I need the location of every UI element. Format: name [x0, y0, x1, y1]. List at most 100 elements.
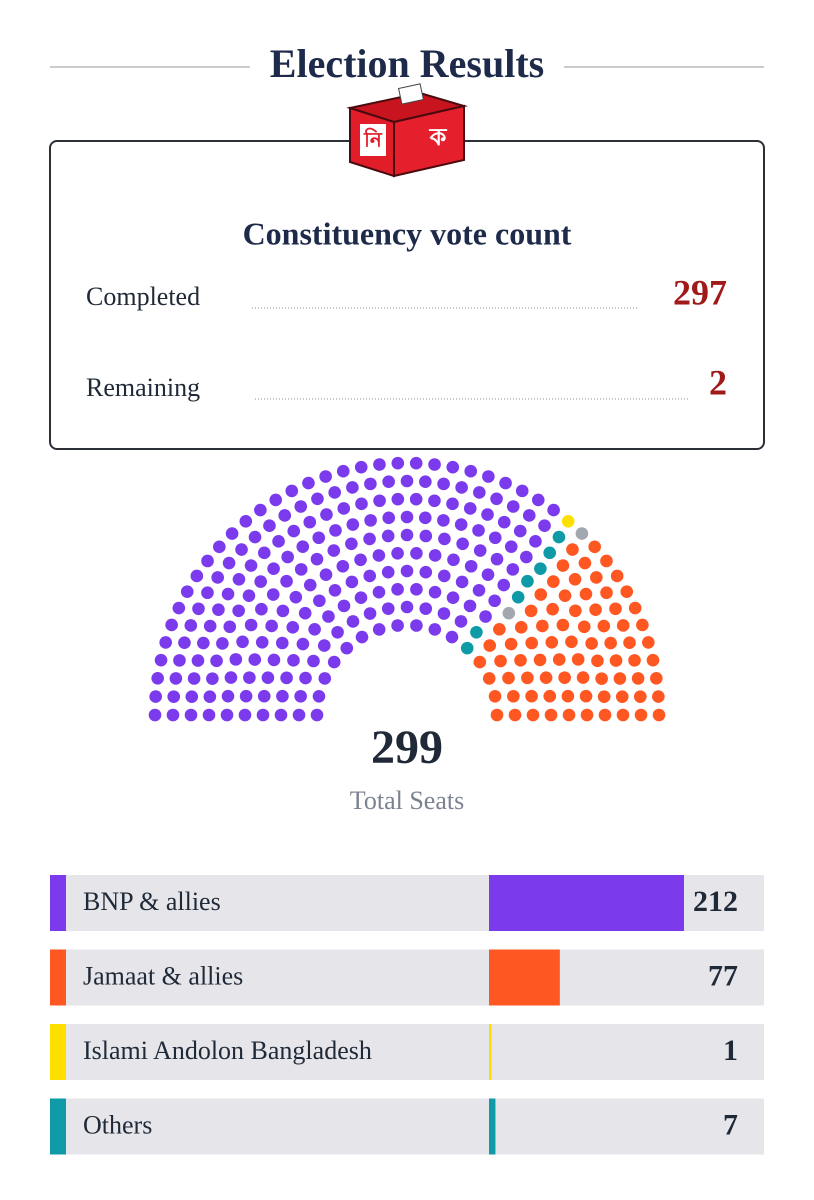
seat: [482, 470, 495, 483]
seat: [327, 655, 341, 669]
seat: [202, 708, 216, 722]
seat: [197, 636, 210, 650]
seat: [558, 671, 571, 684]
seat: [508, 708, 522, 722]
seat: [303, 515, 317, 529]
seat: [169, 672, 183, 685]
count-value: 297: [673, 272, 727, 312]
seat: [255, 602, 268, 616]
seat: [354, 553, 367, 567]
seat: [337, 599, 351, 613]
page-title: Election Results: [270, 41, 544, 86]
seat: [628, 654, 641, 667]
seat: [248, 530, 262, 544]
seat: [463, 502, 477, 515]
seat: [577, 620, 591, 634]
seat: [336, 559, 350, 573]
seat: [437, 514, 450, 527]
seat: [373, 494, 386, 508]
seat: [569, 604, 582, 618]
seat: [372, 585, 386, 599]
seat: [248, 653, 262, 666]
seat: [257, 689, 271, 703]
party-name: Islami Andolon Bangladesh: [83, 1036, 372, 1065]
legend-swatch: [50, 1098, 66, 1155]
seat: [615, 690, 629, 703]
seat: [210, 654, 223, 668]
seat: [391, 546, 404, 560]
seat: [529, 535, 542, 548]
seat: [269, 493, 283, 507]
seat: [438, 532, 451, 546]
seat: [460, 641, 474, 655]
seat: [236, 635, 249, 649]
seat: [292, 708, 306, 722]
seat: [437, 569, 451, 583]
seat: [345, 575, 359, 589]
seat: [598, 708, 612, 722]
seat: [634, 708, 648, 722]
seat: [266, 588, 280, 601]
seat: [428, 623, 442, 636]
seat: [464, 559, 478, 573]
seat: [419, 529, 433, 543]
seat: [488, 594, 501, 608]
seat: [382, 475, 395, 489]
seat: [308, 622, 321, 636]
seat: [483, 639, 497, 652]
legend-swatch: [50, 949, 66, 1006]
seat: [515, 484, 529, 498]
seat: [507, 689, 520, 703]
seat: [296, 637, 310, 651]
seat: [203, 619, 217, 633]
seat: [281, 550, 294, 564]
seat: [363, 569, 377, 583]
seat: [354, 591, 368, 605]
seat: [221, 689, 235, 703]
legend-row: [50, 949, 764, 1006]
seat: [502, 606, 516, 620]
seat: [289, 590, 303, 604]
seat: [235, 543, 248, 556]
seat: [261, 671, 275, 685]
seat: [497, 515, 511, 529]
seat: [400, 600, 414, 614]
seat: [456, 537, 469, 551]
seat: [307, 654, 320, 668]
seat: [391, 583, 404, 596]
seat: [490, 708, 504, 722]
box-title: Constituency vote count: [243, 215, 572, 251]
seat: [589, 603, 602, 616]
seat-count: 77: [708, 959, 738, 992]
seat: [239, 515, 253, 528]
seat: [391, 492, 405, 506]
seat: [346, 518, 360, 531]
seat: [609, 602, 622, 616]
seat: [504, 637, 518, 651]
seat: [203, 690, 217, 704]
seat: [391, 619, 404, 632]
seat: [274, 708, 288, 722]
seat: [184, 619, 198, 632]
seat: [355, 497, 368, 511]
seat: [400, 474, 414, 488]
seat: [566, 543, 579, 556]
seat: [556, 559, 570, 572]
seat: [296, 540, 310, 553]
seat: [568, 573, 582, 586]
seat: [571, 653, 585, 666]
seat: [446, 497, 459, 511]
seat: [428, 494, 441, 508]
count-label: Remaining: [86, 373, 200, 402]
seat: [340, 641, 354, 655]
seat: [473, 486, 486, 499]
seat: [616, 708, 630, 722]
seat: [190, 569, 204, 583]
seat: [232, 573, 246, 586]
seat: [311, 492, 324, 506]
legend-swatch: [50, 875, 66, 931]
seat: [178, 636, 191, 649]
seat: [547, 503, 560, 517]
seat: [520, 550, 533, 564]
ballot-letter: ক: [429, 123, 448, 151]
